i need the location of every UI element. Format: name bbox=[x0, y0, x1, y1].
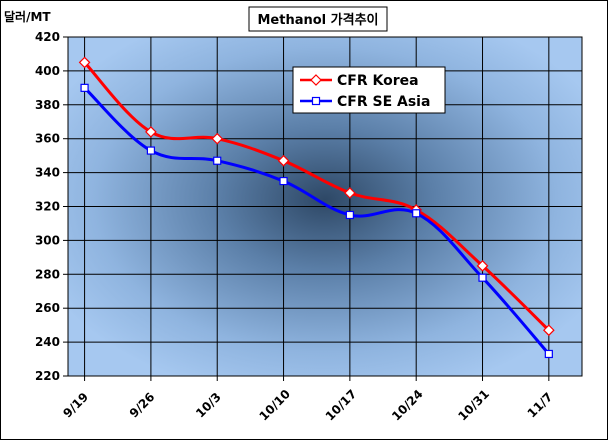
data-point-cfr-se-asia bbox=[412, 209, 421, 218]
data-point-cfr-se-asia bbox=[80, 83, 89, 92]
y-tick-label: 340 bbox=[35, 166, 60, 180]
y-tick-label: 380 bbox=[35, 98, 60, 112]
y-tick-label: 360 bbox=[35, 132, 60, 146]
data-point-cfr-se-asia bbox=[544, 349, 553, 359]
legend-box bbox=[292, 66, 446, 114]
data-point-cfr-korea bbox=[542, 324, 555, 337]
y-tick-label: 240 bbox=[35, 335, 60, 349]
data-point-cfr-se-asia bbox=[279, 176, 288, 186]
data-point-cfr-korea bbox=[476, 259, 489, 272]
data-point-cfr-korea bbox=[78, 56, 91, 69]
data-point-cfr-se-asia bbox=[345, 210, 354, 220]
series-layer bbox=[78, 56, 555, 359]
y-tick-label: 220 bbox=[35, 369, 60, 383]
data-point-cfr-se-asia bbox=[478, 273, 487, 282]
data-point-cfr-se-asia bbox=[213, 156, 222, 165]
legend-marker-cfr-se-asia bbox=[311, 96, 321, 106]
chart-title: Methanol 가격추이 bbox=[257, 12, 378, 28]
data-point-cfr-korea bbox=[211, 132, 224, 145]
y-tick-label: 300 bbox=[35, 233, 60, 247]
title-frame bbox=[248, 6, 388, 32]
y-tick-label: 420 bbox=[35, 30, 60, 44]
legend-marker-cfr-korea bbox=[310, 74, 322, 86]
y-tick-label: 280 bbox=[35, 267, 60, 281]
chart-title-box: Methanol 가격추이 bbox=[248, 6, 388, 32]
data-point-cfr-korea bbox=[344, 187, 356, 199]
y-axis-label: 달러/MT bbox=[4, 9, 51, 24]
data-point-cfr-korea bbox=[145, 126, 157, 138]
legend: CFR Korea CFR SE Asia bbox=[292, 66, 446, 114]
legend-label-cfr-korea: CFR Korea bbox=[337, 73, 419, 89]
plot-frame bbox=[67, 36, 583, 377]
legend-label-cfr-se-asia: CFR SE Asia bbox=[337, 94, 430, 110]
data-point-cfr-se-asia bbox=[146, 146, 156, 155]
y-tick-label: 320 bbox=[35, 200, 60, 214]
data-point-cfr-korea bbox=[277, 154, 290, 167]
y-tick-label: 260 bbox=[35, 301, 60, 315]
y-tick-label: 400 bbox=[35, 64, 60, 78]
